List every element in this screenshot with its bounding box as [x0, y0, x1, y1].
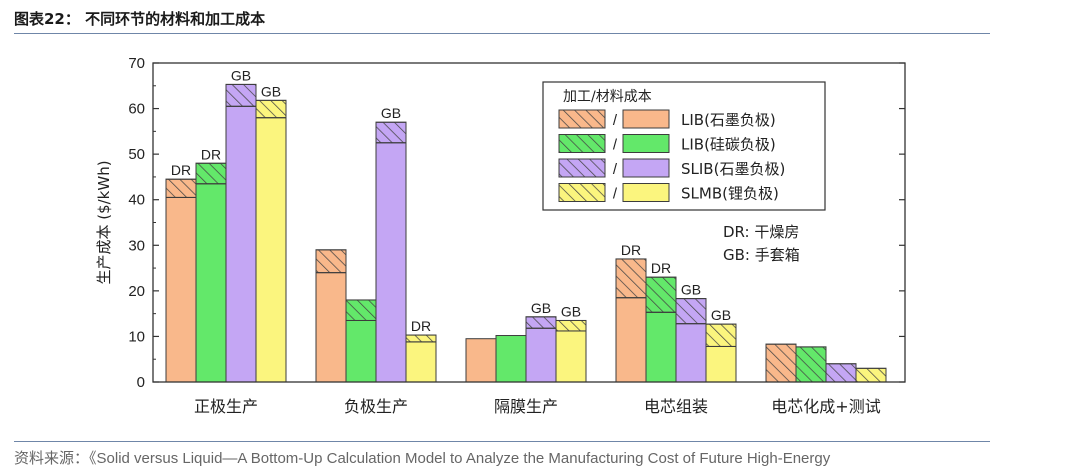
- bar-labels-group: DR DR DR DR GB GB GB GB GB DR GB GB: [171, 67, 731, 334]
- bar-processing-hatch: [345, 299, 377, 321]
- legend-entry-label: SLIB(石墨负极): [681, 160, 785, 178]
- legend-swatch-material: [622, 109, 670, 129]
- bar-annotation-label: DR: [651, 260, 671, 276]
- bar-material: [495, 335, 527, 383]
- bar-annotation-label: GB: [681, 282, 701, 298]
- bar-material: [465, 338, 497, 383]
- x-category-label: 电芯化成+测试: [771, 397, 880, 416]
- legend: 加工/材料成本 / LIB(石墨负极) / LIB(硅碳负极) / SLIB(石墨负极) / S…: [542, 81, 826, 211]
- bar-annotation-label: GB: [711, 307, 731, 323]
- bar-processing-hatch: [825, 363, 857, 383]
- bar-processing-hatch: [165, 178, 197, 198]
- y-tick-label: 60: [128, 101, 145, 118]
- y-tick-label: 70: [128, 55, 145, 72]
- bar-processing-hatch: [645, 276, 677, 313]
- legend-swatch-material: [622, 134, 670, 153]
- bar-annotation-label: GB: [531, 300, 551, 316]
- legend-separator: /: [613, 161, 618, 178]
- bar-material: [375, 142, 407, 383]
- legend-entry-label: SLMB(锂负极): [681, 185, 779, 203]
- legend-separator: /: [613, 137, 618, 154]
- bar-processing-hatch: [255, 99, 287, 119]
- bar-annotation-label: DR: [171, 162, 191, 178]
- notes: DR: 干燥房 GB: 手套箱: [723, 223, 800, 264]
- legend-separator: /: [613, 186, 618, 203]
- bar-annotation-label: GB: [561, 303, 581, 319]
- bar-processing-hatch: [195, 162, 227, 185]
- bar-annotation-label: DR: [621, 242, 641, 258]
- bar-processing-hatch: [555, 319, 587, 332]
- bar-processing-hatch: [525, 316, 557, 329]
- x-category-label: 电芯组装: [644, 397, 708, 416]
- y-tick-label: 40: [128, 192, 145, 209]
- legend-swatch-material: [622, 158, 670, 178]
- legend-swatch-processing-hatch: [558, 109, 606, 129]
- source-prefix: 资料来源：: [14, 449, 90, 467]
- bar-processing-hatch: [225, 83, 257, 107]
- bar-annotation-label: GB: [261, 83, 281, 99]
- bar-material: [225, 105, 257, 383]
- bar-material: [165, 196, 197, 383]
- legend-entry-label: LIB(硅碳负极): [681, 136, 776, 154]
- x-category-label: 负极生产: [344, 397, 408, 416]
- abbreviation-note: DR: 干燥房: [723, 223, 799, 241]
- x-category-label: 隔膜生产: [494, 397, 558, 416]
- bar-material: [195, 183, 227, 383]
- legend-separator: /: [613, 112, 618, 129]
- bar-material: [675, 323, 707, 383]
- axes-group: 0 10 20 30 40 50 60 70 正极生产 负极生产 隔膜生产 电芯组装 电芯化成+测试 生产…: [95, 55, 906, 416]
- bar-annotation-label: DR: [201, 146, 221, 162]
- legend-swatch-material: [622, 183, 670, 202]
- legend-swatch-processing-hatch: [558, 158, 606, 178]
- y-tick-label: 10: [128, 328, 145, 345]
- y-tick-label: 20: [128, 283, 145, 300]
- bar-material: [405, 341, 437, 383]
- footer-divider: [14, 441, 990, 442]
- x-category-label: 正极生产: [194, 397, 258, 416]
- source-text: 《Solid versus Liquid—A Bottom-Up Calcula…: [89, 450, 831, 467]
- bar-annotation-label: DR: [411, 318, 431, 334]
- bar-processing-hatch: [315, 249, 347, 274]
- bar-processing-hatch: [705, 323, 737, 347]
- y-tick-label: 0: [137, 374, 145, 391]
- bar-processing-hatch: [795, 346, 827, 383]
- legend-entry-label: LIB(石墨负极): [681, 111, 776, 129]
- bar-material: [645, 311, 677, 383]
- legend-swatch-processing-hatch: [558, 134, 606, 153]
- bar-processing-hatch: [615, 258, 647, 299]
- legend-title: 加工/材料成本: [563, 89, 652, 105]
- bar-material: [345, 319, 377, 383]
- bar-material: [555, 330, 587, 383]
- bars-group: [165, 83, 887, 383]
- source-line: 资料来源：《Solid versus Liquid—A Bottom-Up Ca…: [14, 447, 830, 468]
- bar-processing-hatch: [675, 298, 707, 325]
- bar-material: [315, 272, 347, 383]
- abbreviation-note: GB: 手套箱: [723, 246, 800, 264]
- bar-material: [705, 345, 737, 383]
- y-axis-title: 生产成本 ($/kWh): [95, 160, 113, 284]
- bar-material: [255, 117, 287, 383]
- bar-processing-hatch: [855, 367, 887, 383]
- y-tick-label: 50: [128, 146, 145, 163]
- y-tick-label: 30: [128, 237, 145, 254]
- figure-title: 图表22： 不同环节的材料和加工成本: [14, 10, 266, 28]
- bar-annotation-label: GB: [381, 105, 401, 121]
- bar-material: [525, 327, 557, 383]
- legend-swatch-processing-hatch: [558, 183, 606, 202]
- bar-material: [615, 297, 647, 383]
- bar-processing-hatch: [405, 334, 437, 343]
- bar-processing-hatch: [375, 121, 407, 144]
- bar-processing-hatch: [765, 343, 797, 383]
- bar-annotation-label: GB: [231, 67, 251, 83]
- header-divider: [14, 33, 990, 34]
